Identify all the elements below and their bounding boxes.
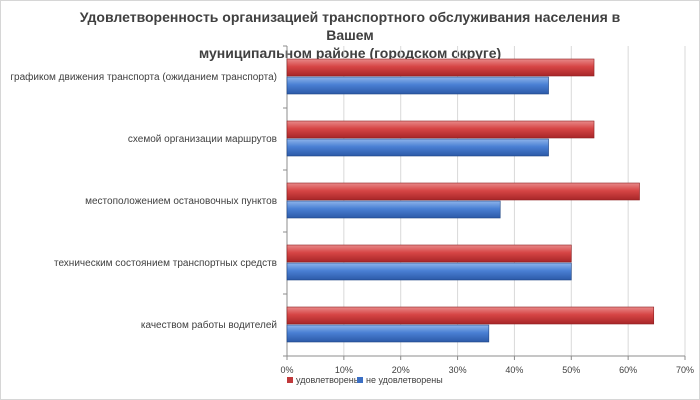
x-tick-label: 60%: [619, 365, 637, 375]
x-tick-label: 40%: [505, 365, 523, 375]
category-label: графиком движения транспорта (ожиданием …: [10, 71, 277, 83]
legend-label: удовлетворены: [296, 375, 360, 385]
bar-not-satisfied: [286, 262, 572, 281]
bar-not-satisfied: [286, 76, 549, 95]
bar-satisfied: [286, 120, 595, 139]
legend-swatch-satisfied: [287, 377, 293, 383]
category-label: схемой организации маршрутов: [128, 134, 277, 145]
legend-label: не удовлетворены: [366, 375, 443, 385]
bar-satisfied: [286, 182, 640, 201]
legend-swatch-not-satisfied: [357, 377, 363, 383]
x-tick-label: 0%: [280, 365, 293, 375]
bar-not-satisfied: [286, 200, 501, 219]
x-tick-label: 20%: [392, 365, 410, 375]
bar-not-satisfied: [286, 138, 549, 157]
chart-title-line-2: муниципальном районе (городском округе): [198, 45, 502, 61]
x-tick-label: 50%: [562, 365, 580, 375]
chart-title-line-1: Удовлетворенность организацией транспорт…: [79, 9, 621, 43]
category-label: местоположением остановочных пунктов: [85, 196, 277, 207]
category-label: техническим состоянием транспортных сред…: [54, 258, 277, 269]
bar-satisfied: [286, 306, 655, 325]
bar-satisfied: [286, 58, 595, 77]
bar-satisfied: [286, 244, 572, 263]
x-tick-label: 10%: [335, 365, 353, 375]
category-label: качеством работы водителей: [141, 319, 277, 331]
x-tick-label: 30%: [449, 365, 467, 375]
x-tick-label: 70%: [676, 365, 694, 375]
bar-not-satisfied: [286, 324, 490, 343]
chart-title: Удовлетворенность организацией транспорт…: [60, 8, 640, 62]
